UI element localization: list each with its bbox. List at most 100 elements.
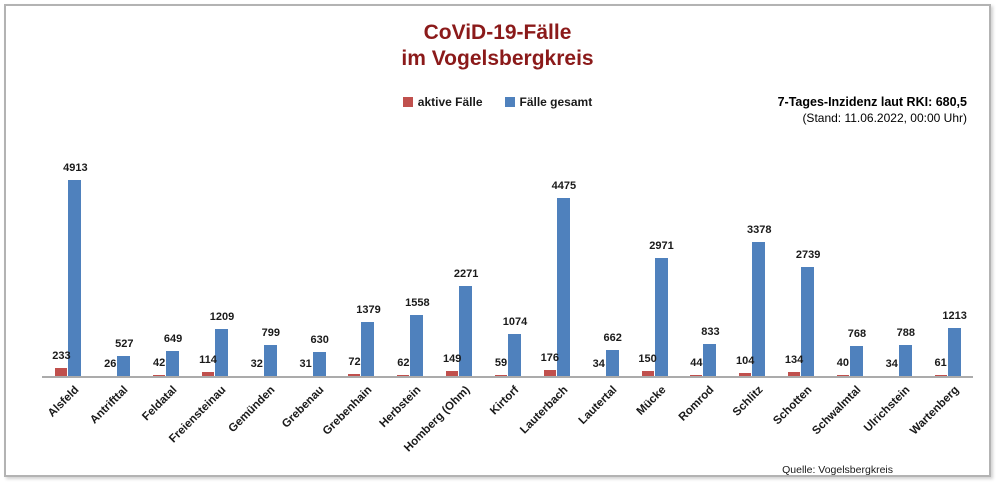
value-label-total-cases: 788 [896, 327, 915, 339]
legend-label-total-cases: Fälle gesamt [519, 95, 593, 109]
value-label-active-cases: 233 [52, 350, 71, 362]
value-label-total-cases: 1074 [502, 316, 528, 328]
chart-title: CoViD-19-Fälle im Vogelsbergkreis [6, 20, 989, 72]
x-axis-label: Alsfeld [46, 384, 82, 420]
bar-group: 31 630 [288, 151, 337, 377]
value-label-total-cases: 833 [701, 326, 720, 338]
value-label-total-cases: 768 [847, 328, 867, 340]
x-axis-label: Gemünden [226, 384, 278, 435]
bar-active-cases [543, 370, 556, 377]
bar-total-cases [556, 198, 570, 377]
bar-group: 150 2971 [630, 151, 679, 377]
bar-total-cases [117, 356, 131, 377]
value-label-active-cases: 32 [250, 358, 263, 370]
value-label-total-cases: 630 [310, 334, 329, 346]
x-axis-line [42, 376, 973, 378]
x-axis-label: Schwalmtal [810, 384, 864, 438]
bar-active-cases [641, 371, 654, 377]
x-axis-label: Wartenberg [907, 384, 962, 438]
value-label-active-cases: 34 [885, 358, 898, 370]
x-axis-label: Feldatal [140, 384, 180, 424]
bar-total-cases [752, 242, 766, 377]
bar-total-cases [801, 267, 815, 377]
bar-total-cases [263, 345, 277, 377]
incidence-date: (Stand: 11.06.2022, 00:00 Uhr) [802, 111, 967, 125]
value-label-total-cases: 799 [261, 327, 280, 339]
bar-group: 42 649 [142, 151, 191, 377]
source-note: Quelle: Vogelsbergkreis [782, 464, 893, 476]
bar-group: 62 1558 [386, 151, 435, 377]
value-label-active-cases: 40 [836, 357, 850, 369]
value-label-active-cases: 176 [540, 352, 560, 364]
bar-active-cases [739, 373, 752, 377]
chart-legend: aktive Fälle Fälle gesamt [6, 95, 989, 109]
value-label-active-cases: 104 [736, 355, 755, 367]
bar-total-cases [898, 345, 912, 377]
bar-active-cases [55, 368, 68, 377]
value-label-total-cases: 2739 [795, 249, 821, 261]
bar-group: 34 662 [581, 151, 630, 377]
bar-group: 72 1379 [337, 151, 386, 377]
bar-total-cases [508, 334, 522, 377]
value-label-total-cases: 1209 [209, 311, 235, 323]
bar-group: 32 799 [239, 151, 288, 377]
value-label-total-cases: 4913 [63, 162, 88, 174]
value-label-total-cases: 1379 [356, 304, 381, 316]
legend-swatch-blue [504, 97, 515, 107]
value-label-active-cases: 26 [104, 358, 117, 370]
x-axis-label: Kirtorf [488, 384, 522, 418]
bar-total-cases [654, 258, 668, 377]
incidence-value: 7-Tages-Inzidenz laut RKI: 680,5 [777, 95, 967, 109]
value-label-active-cases: 150 [638, 353, 657, 365]
bar-active-cases [788, 372, 801, 377]
x-axis-label: Schlitz [730, 384, 766, 419]
bar-active-cases [201, 372, 214, 377]
x-axis-label: Grebenau [279, 384, 327, 431]
value-label-active-cases: 114 [199, 354, 217, 366]
x-axis-label: Schotten [771, 384, 815, 428]
chart-title-line1: CoViD-19-Fälle [423, 21, 572, 44]
incidence-info: 7-Tages-Inzidenz laut RKI: 680,5 (Stand:… [778, 94, 967, 126]
bar-total-cases [703, 344, 717, 377]
value-label-active-cases: 44 [690, 357, 703, 369]
bar-group: 44 833 [679, 151, 728, 377]
x-axis-label: Grebenhain [321, 384, 375, 438]
bar-group: 104 3378 [728, 151, 777, 377]
x-axis-label: Lautertal [576, 384, 620, 427]
value-label-active-cases: 62 [397, 357, 410, 369]
chart-title-line2: im Vogelsbergkreis [401, 47, 594, 70]
value-label-total-cases: 649 [163, 333, 183, 345]
value-label-active-cases: 59 [494, 357, 508, 369]
legend-label-active-cases: aktive Fälle [417, 95, 483, 109]
bar-group: 59 1074 [484, 151, 533, 377]
bar-group: 34 788 [874, 151, 923, 377]
value-label-active-cases: 149 [442, 353, 462, 365]
bar-group: 134 2739 [777, 151, 826, 377]
plot-area: 233 4913 26 527 42 649 114 1209 32 799 31 630 72 1379… [44, 151, 972, 377]
x-axis-label: Antrifttal [88, 384, 131, 427]
x-axis-label: Lauterbach [517, 384, 571, 437]
bar-total-cases [849, 346, 863, 377]
value-label-active-cases: 72 [348, 356, 361, 368]
value-label-total-cases: 4475 [551, 180, 577, 192]
bar-active-cases [348, 374, 361, 377]
value-label-total-cases: 1213 [942, 310, 967, 322]
legend-swatch-red [402, 97, 413, 107]
x-axis-label: Herbstein [377, 384, 424, 430]
bar-total-cases [166, 351, 180, 377]
value-label-total-cases: 527 [115, 338, 134, 350]
bar-group: 26 527 [93, 151, 142, 377]
value-label-total-cases: 3378 [746, 224, 772, 236]
bar-total-cases [459, 286, 473, 377]
value-label-total-cases: 1558 [405, 297, 430, 309]
bar-group: 176 4475 [532, 151, 581, 377]
bar-active-cases [446, 371, 459, 377]
value-label-active-cases: 34 [592, 358, 605, 370]
value-label-active-cases: 61 [934, 357, 947, 369]
bar-group: 114 1209 [191, 151, 240, 377]
x-axis-label: Mücke [634, 384, 669, 418]
bar-total-cases [947, 328, 961, 377]
bar-total-cases [605, 350, 619, 377]
chart-frame: CoViD-19-Fälle im Vogelsbergkreis aktive… [4, 4, 991, 477]
bar-group: 233 4913 [44, 151, 93, 377]
